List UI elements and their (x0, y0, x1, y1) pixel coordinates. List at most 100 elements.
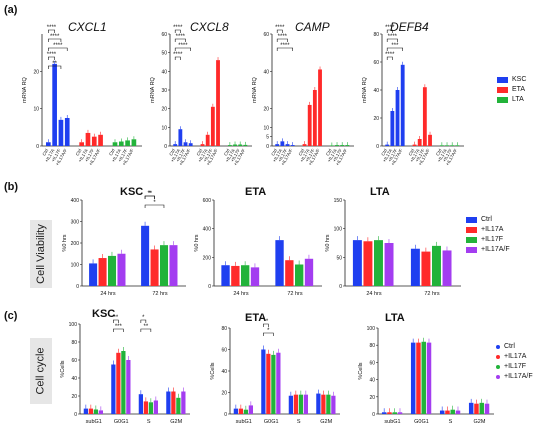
x-tick-label-c-lta: G0G1 (414, 419, 429, 425)
bar-b-ksc-1-3 (169, 245, 178, 286)
bar-b-eta-1-0 (275, 240, 284, 286)
bar-a-cxcl1-ETA-1 (85, 132, 91, 146)
bar-a-camp-ETA-0 (302, 144, 307, 146)
y-tick-label-a-camp: 0 (266, 144, 269, 150)
bar-c-ksc-2-0 (138, 394, 143, 414)
bar-c-lta-0-0 (381, 412, 387, 414)
sig-label-a-camp: **** (278, 34, 288, 40)
bar-c-ksc-1-1 (116, 352, 121, 414)
bar-a-cxcl8-ETA-3 (216, 60, 220, 147)
y-axis-label-a-cxcl8: mRNA RQ (150, 76, 156, 102)
x-tick-label-c-eta: G2M (320, 419, 332, 425)
bar-b-eta-1-1 (285, 260, 294, 286)
y-tick-label-b-eta: 400 (203, 227, 212, 233)
sig-label-a-defb4: **** (385, 25, 395, 31)
y-axis-label-c-ksc: %Cells (60, 360, 66, 377)
y-tick-label-c-ksc: 60 (71, 358, 77, 364)
bar-c-eta-0-1 (238, 408, 243, 414)
x-tick-label-a-camp: +IL17F (277, 148, 289, 163)
x-tick-label-a-defb4: +IL17F (387, 148, 399, 163)
y-tick-label-c-eta: 0 (224, 412, 227, 418)
sig-bracket-a-cxcl8 (174, 47, 191, 51)
sig-label-a-cxcl8: **** (176, 34, 186, 40)
y-tick-label-b-eta: 0 (208, 284, 211, 290)
bar-b-ksc-0-2 (108, 255, 117, 286)
y-axis-label-b-eta: %0 hrs (194, 234, 200, 251)
x-tick-label-a-defb4: +IL17F (414, 148, 426, 163)
sig-bracket-b-ksc (144, 204, 165, 208)
sig-label-a-cxcl8: **** (173, 52, 183, 58)
y-tick-label-a-camp: 10 (263, 125, 269, 131)
bar-a-cxcl1-KSC-0 (46, 142, 51, 146)
bar-a-camp-ETA-2 (312, 90, 317, 146)
chart-title-b-lta: LTA (370, 186, 390, 198)
x-tick-label-a-camp: +IL17A (299, 148, 311, 163)
y-tick-label-a-camp: 60 (263, 32, 269, 38)
bar-a-cxcl8-LTA-3 (243, 144, 248, 146)
y-tick-label-b-ksc: 300 (71, 220, 80, 226)
y-tick-label-a-cxcl8: 60 (161, 32, 167, 38)
bar-a-cxcl8-ETA-1 (205, 134, 210, 146)
chart-title-c-ksc: KSC (92, 308, 116, 320)
y-tick-label-c-eta: 40 (221, 369, 227, 375)
legend-dot (496, 364, 500, 369)
bar-a-camp-LTA-3 (345, 145, 350, 146)
bar-c-ksc-1-3 (126, 360, 131, 414)
sig-label-c-ksc: *** (115, 324, 123, 330)
legend-c-item-il17af: +IL17A/F (496, 373, 533, 380)
bar-c-ksc-0-3 (98, 410, 103, 414)
y-axis-label-a-camp: mRNA RQ (252, 76, 258, 102)
bar-c-ksc-3-1 (171, 391, 176, 414)
bar-a-cxcl8-KSC-0 (173, 144, 178, 146)
y-tick-label-b-eta: 200 (203, 255, 212, 261)
bar-c-lta-2-0 (439, 410, 445, 414)
bar-c-eta-0-2 (243, 409, 248, 414)
y-axis-label-a-defb4: mRNA RQ (362, 76, 368, 102)
y-tick-label-b-ksc: 400 (71, 198, 80, 204)
sig-label-a-cxcl8: **** (178, 43, 188, 49)
bar-a-cxcl8-ETA-0 (200, 144, 205, 146)
bar-b-ksc-0-1 (98, 258, 107, 286)
x-tick-label-c-ksc: subG1 (86, 419, 102, 425)
bar-c-eta-2-0 (288, 395, 293, 414)
bar-c-lta-3-2 (479, 402, 484, 414)
bar-b-eta-0-2 (241, 265, 250, 286)
legend-c-item-ctrl: Ctrl (496, 343, 533, 350)
sig-label-a-defb4: *** (391, 43, 399, 49)
y-tick-label-a-camp: 20 (263, 107, 269, 113)
bar-a-cxcl8-LTA-2 (238, 144, 243, 146)
x-tick-label-a-cxcl8: +IL17A (224, 148, 236, 163)
bar-c-ksc-0-2 (93, 409, 98, 414)
sig-label-a-cxcl1: ** (52, 61, 57, 67)
sig-bracket-c-ksc (140, 328, 152, 332)
bar-a-cxcl8-LTA-1 (233, 144, 237, 146)
y-axis-label-c-eta: %Cells (210, 362, 216, 379)
y-tick-label-c-ksc: 40 (71, 376, 77, 382)
y-tick-label-a-defb4: 60 (373, 60, 379, 66)
panel-label-c: (c) (4, 310, 18, 322)
sig-label-c-eta: ** (264, 319, 269, 325)
bar-c-ksc-1-0 (111, 364, 116, 414)
bar-c-eta-0-3 (248, 405, 253, 414)
chart-title-b-ksc: KSC (120, 186, 144, 198)
panel-label-b: (b) (4, 181, 19, 193)
sig-bracket-b-ksc (144, 195, 155, 199)
bar-a-camp-KSC-2 (285, 144, 290, 146)
y-tick-label-c-lta: 20 (369, 395, 375, 401)
legend-b-item-il17af: +IL17A/F (466, 246, 510, 253)
x-tick-label-a-camp: Ctrl (325, 148, 333, 157)
x-tick-label-a-cxcl8: +IL17F (230, 148, 242, 163)
bar-b-lta-1-0 (410, 248, 420, 286)
x-tick-label-a-cxcl1: +IL17A (44, 148, 56, 163)
bar-c-ksc-2-2 (148, 402, 153, 414)
legend-swatch (466, 236, 477, 243)
x-tick-label-a-camp: +IL17F (304, 148, 316, 163)
bar-c-eta-3-1 (321, 394, 326, 414)
sig-bracket-a-cxcl8 (174, 38, 186, 42)
y-tick-label-b-eta: 600 (203, 198, 212, 204)
x-tick-label-a-cxcl1: Ctrl (41, 148, 49, 157)
bar-b-lta-0-2 (374, 240, 383, 286)
sig-label-a-defb4: **** (385, 52, 395, 58)
chart-title-c-lta: LTA (385, 312, 405, 324)
bar-a-defb4-ETA-1 (417, 139, 422, 146)
